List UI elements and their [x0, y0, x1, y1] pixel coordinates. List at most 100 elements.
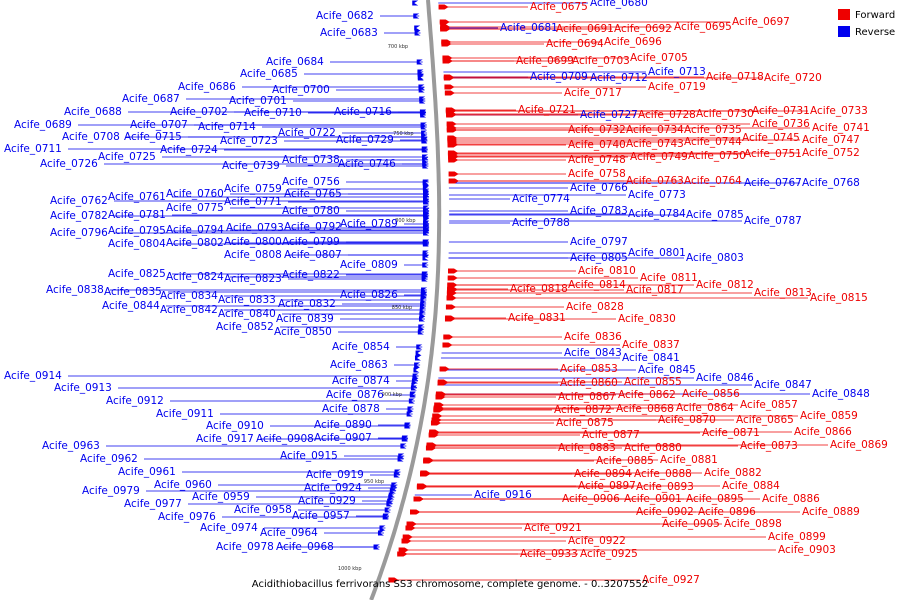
gene-label[interactable]: Acife_0712 — [590, 72, 648, 84]
gene-label[interactable]: Acife_0889 — [802, 506, 860, 518]
gene-label[interactable]: Acife_0686 — [178, 81, 236, 93]
gene-label[interactable]: Acife_0919 — [306, 469, 364, 481]
gene-label[interactable]: Acife_0715 — [124, 131, 182, 143]
gene-label[interactable]: Acife_0893 — [636, 481, 694, 493]
gene-label[interactable]: Acife_0759 — [224, 183, 282, 195]
gene-label[interactable]: Acife_0896 — [698, 506, 756, 518]
gene-label[interactable]: Acife_0837 — [622, 339, 680, 351]
gene-label[interactable]: Acife_0803 — [686, 252, 744, 264]
gene-label[interactable]: Acife_0817 — [626, 284, 684, 296]
gene-label[interactable]: Acife_0929 — [298, 495, 356, 507]
gene-label[interactable]: Acife_0760 — [166, 188, 224, 200]
gene-label[interactable]: Acife_0903 — [778, 544, 836, 556]
gene-label[interactable]: Acife_0895 — [686, 493, 744, 505]
gene-label[interactable]: Acife_0680 — [590, 0, 648, 9]
gene-label[interactable]: Acife_0968 — [276, 541, 334, 553]
gene-label[interactable]: Acife_0823 — [224, 273, 282, 285]
gene-label[interactable]: Acife_0731 — [752, 105, 810, 117]
gene-label[interactable]: Acife_0736 — [752, 118, 810, 130]
gene-label[interactable]: Acife_0701 — [229, 95, 287, 107]
gene-label[interactable]: Acife_0872 — [554, 404, 612, 416]
gene-label[interactable]: Acife_0914 — [4, 370, 62, 382]
gene-label[interactable]: Acife_0831 — [508, 312, 566, 324]
gene-label[interactable]: Acife_0957 — [292, 510, 350, 522]
gene-label[interactable]: Acife_0761 — [108, 191, 166, 203]
gene-label[interactable]: Acife_0711 — [4, 143, 62, 155]
gene-label[interactable]: Acife_0841 — [622, 352, 680, 364]
gene-label[interactable]: Acife_0890 — [314, 419, 372, 431]
gene-label[interactable]: Acife_0916 — [474, 489, 532, 501]
gene-label[interactable]: Acife_0838 — [46, 284, 104, 296]
gene-label[interactable]: Acife_0768 — [802, 177, 860, 189]
gene-label[interactable]: Acife_0913 — [54, 382, 112, 394]
gene-label[interactable]: Acife_0695 — [674, 21, 732, 33]
gene-label[interactable]: Acife_0836 — [564, 331, 622, 343]
gene-label[interactable]: Acife_0811 — [640, 272, 698, 284]
gene-label[interactable]: Acife_0748 — [568, 154, 626, 166]
gene-label[interactable]: Acife_0724 — [160, 144, 218, 156]
gene-label[interactable]: Acife_0805 — [570, 252, 628, 264]
gene-label[interactable]: Acife_0883 — [558, 442, 616, 454]
gene-label[interactable]: Acife_0785 — [686, 209, 744, 221]
gene-label[interactable]: Acife_0702 — [170, 106, 228, 118]
gene-label[interactable]: Acife_0917 — [196, 433, 254, 445]
gene-label[interactable]: Acife_0744 — [684, 136, 742, 148]
gene-label[interactable]: Acife_0882 — [704, 467, 762, 479]
gene-label[interactable]: Acife_0732 — [568, 124, 626, 136]
gene-label[interactable]: Acife_0978 — [216, 541, 274, 553]
gene-label[interactable]: Acife_0765 — [284, 188, 342, 200]
gene-label[interactable]: Acife_0898 — [724, 518, 782, 530]
gene-label[interactable]: Acife_0733 — [810, 105, 868, 117]
gene-label[interactable]: Acife_0839 — [276, 313, 334, 325]
gene-label[interactable]: Acife_0860 — [560, 377, 618, 389]
gene-label[interactable]: Acife_0781 — [108, 209, 166, 221]
gene-label[interactable]: Acife_0964 — [260, 527, 318, 539]
gene-label[interactable]: Acife_0734 — [626, 124, 684, 136]
gene-label[interactable]: Acife_0812 — [696, 279, 754, 291]
gene-label[interactable]: Acife_0814 — [568, 279, 626, 291]
gene-label[interactable]: Acife_0681 — [500, 22, 558, 34]
gene-label[interactable]: Acife_0962 — [80, 453, 138, 465]
gene-label[interactable]: Acife_0739 — [222, 160, 280, 172]
gene-label[interactable]: Acife_0685 — [240, 68, 298, 80]
gene-label[interactable]: Acife_0709 — [530, 71, 588, 83]
gene-label[interactable]: Acife_0741 — [812, 122, 870, 134]
gene-label[interactable]: Acife_0782 — [50, 210, 108, 222]
gene-label[interactable]: Acife_0735 — [684, 124, 742, 136]
gene-label[interactable]: Acife_0880 — [624, 442, 682, 454]
gene-label[interactable]: Acife_0876 — [326, 389, 384, 401]
gene-label[interactable]: Acife_0745 — [742, 132, 800, 144]
gene-label[interactable]: Acife_0834 — [160, 290, 218, 302]
gene-label[interactable]: Acife_0908 — [256, 433, 314, 445]
gene-label[interactable]: Acife_0871 — [702, 427, 760, 439]
gene-label[interactable]: Acife_0696 — [604, 36, 662, 48]
gene-label[interactable]: Acife_0703 — [572, 55, 630, 67]
gene-label[interactable]: Acife_0846 — [696, 372, 754, 384]
gene-label[interactable]: Acife_0720 — [764, 72, 822, 84]
gene-label[interactable]: Acife_0810 — [578, 265, 636, 277]
gene-label[interactable]: Acife_0847 — [754, 379, 812, 391]
gene-label[interactable]: Acife_0877 — [582, 429, 640, 441]
gene-label[interactable]: Acife_0758 — [568, 168, 626, 180]
gene-label[interactable]: Acife_0974 — [200, 522, 258, 534]
gene-label[interactable]: Acife_0740 — [568, 139, 626, 151]
gene-label[interactable]: Acife_0852 — [216, 321, 274, 333]
gene-label[interactable]: Acife_0915 — [280, 450, 338, 462]
gene-label[interactable]: Acife_0692 — [614, 23, 672, 35]
gene-label[interactable]: Acife_0756 — [282, 176, 340, 188]
gene-label[interactable]: Acife_0868 — [616, 403, 674, 415]
gene-label[interactable]: Acife_0822 — [282, 269, 340, 281]
gene-label[interactable]: Acife_0714 — [198, 121, 256, 133]
gene-label[interactable]: Acife_0815 — [810, 292, 868, 304]
gene-label[interactable]: Acife_0856 — [682, 388, 740, 400]
gene-label[interactable]: Acife_0963 — [42, 440, 100, 452]
gene-label[interactable]: Acife_0729 — [336, 134, 394, 146]
gene-label[interactable]: Acife_0961 — [118, 466, 176, 478]
gene-label[interactable]: Acife_0773 — [628, 189, 686, 201]
gene-label[interactable]: Acife_0802 — [166, 237, 224, 249]
gene-label[interactable]: Acife_0870 — [658, 414, 716, 426]
gene-label[interactable]: Acife_0730 — [696, 108, 754, 120]
gene-label[interactable]: Acife_0752 — [802, 147, 860, 159]
gene-label[interactable]: Acife_0960 — [154, 479, 212, 491]
gene-label[interactable]: Acife_0796 — [50, 227, 108, 239]
